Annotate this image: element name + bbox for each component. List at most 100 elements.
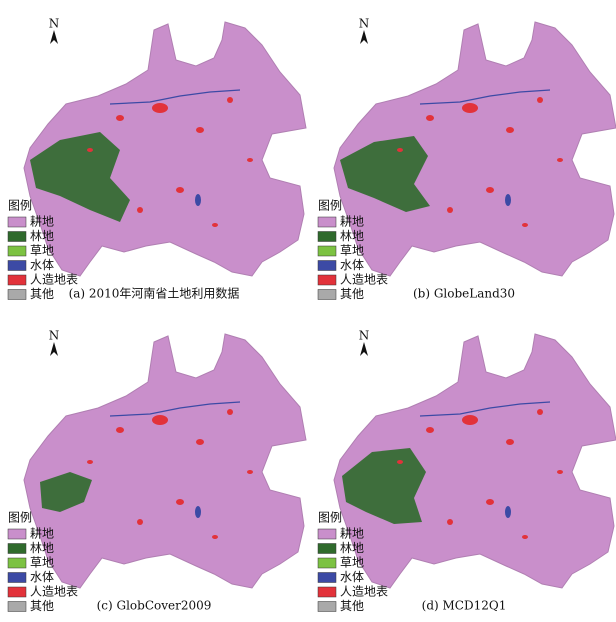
urban-area xyxy=(176,187,184,193)
north-label: N xyxy=(49,17,60,31)
legend-swatch xyxy=(317,586,337,598)
legend-swatch xyxy=(317,216,337,228)
urban-area xyxy=(116,115,124,121)
legend-swatch xyxy=(7,274,27,286)
legend-swatch xyxy=(7,260,27,271)
urban-area xyxy=(247,158,253,162)
legend-swatch xyxy=(317,231,337,242)
reservoir xyxy=(195,194,201,206)
river xyxy=(419,401,551,417)
legend-label: 耕地 xyxy=(340,214,364,229)
forest-region xyxy=(342,448,426,524)
legend-title: 图例 xyxy=(8,511,32,525)
province-outline xyxy=(333,333,616,589)
urban-area xyxy=(426,427,434,433)
urban-area xyxy=(486,499,494,505)
urban-area xyxy=(462,103,478,113)
legend-swatch xyxy=(7,557,27,569)
legend-label: 水体 xyxy=(30,570,54,584)
legend-label: 耕地 xyxy=(340,526,364,541)
urban-area xyxy=(522,535,528,539)
urban-area xyxy=(397,148,403,152)
reservoir xyxy=(505,506,511,518)
urban-area xyxy=(87,148,93,152)
urban-area xyxy=(152,415,168,425)
forest-region xyxy=(340,136,430,212)
panel-caption: (b) GlobeLand30 xyxy=(413,287,515,301)
legend-label: 林地 xyxy=(30,229,54,243)
north-arrow xyxy=(360,30,368,44)
legend-label: 草地 xyxy=(340,244,364,258)
legend-label: 其他 xyxy=(30,599,54,613)
river xyxy=(109,89,241,105)
urban-area xyxy=(506,439,514,445)
province-outline xyxy=(23,21,307,277)
urban-area xyxy=(397,460,403,464)
north-arrow xyxy=(50,30,58,44)
urban-area xyxy=(247,470,253,474)
legend-swatch xyxy=(7,543,27,554)
panel-caption: (d) MCD12Q1 xyxy=(422,599,507,613)
urban-area xyxy=(462,415,478,425)
legend-label: 水体 xyxy=(340,258,364,272)
legend-swatch xyxy=(317,601,337,612)
north-label: N xyxy=(49,329,60,343)
legend-swatch xyxy=(317,572,337,583)
legend-swatch xyxy=(7,245,27,257)
legend-title: 图例 xyxy=(318,511,342,525)
legend-label: 林地 xyxy=(30,541,54,555)
urban-area xyxy=(426,115,434,121)
province-outline xyxy=(23,333,307,589)
legend-swatch xyxy=(317,274,337,286)
legend-swatch xyxy=(317,528,337,540)
urban-area xyxy=(486,187,494,193)
north-label: N xyxy=(359,17,370,31)
legend-swatch xyxy=(7,528,27,540)
legend-title: 图例 xyxy=(318,199,342,213)
legend-label: 人造地表 xyxy=(340,585,388,599)
legend-label: 人造地表 xyxy=(30,273,78,287)
province-outline xyxy=(333,21,616,277)
legend-label: 林地 xyxy=(340,541,364,555)
urban-area xyxy=(116,427,124,433)
legend-label: 其他 xyxy=(340,287,364,301)
reservoir xyxy=(195,506,201,518)
legend-swatch xyxy=(317,289,337,300)
urban-area xyxy=(87,460,93,464)
panel-caption: (c) GlobCover2009 xyxy=(97,599,212,613)
legend-swatch xyxy=(317,557,337,569)
urban-area xyxy=(537,97,543,103)
legend-swatch xyxy=(7,216,27,228)
legend-label: 水体 xyxy=(340,570,364,584)
urban-area xyxy=(522,223,528,227)
urban-area xyxy=(447,519,453,525)
river xyxy=(419,89,551,105)
urban-area xyxy=(227,97,233,103)
legend-label: 草地 xyxy=(30,556,54,570)
urban-area xyxy=(557,470,563,474)
urban-area xyxy=(537,409,543,415)
river xyxy=(109,401,241,417)
north-arrow xyxy=(360,342,368,356)
legend-label: 林地 xyxy=(340,229,364,243)
urban-area xyxy=(212,223,218,227)
urban-area xyxy=(196,439,204,445)
urban-area xyxy=(506,127,514,133)
legend-label: 其他 xyxy=(340,599,364,613)
urban-area xyxy=(227,409,233,415)
legend-label: 其他 xyxy=(30,287,54,301)
urban-area xyxy=(557,158,563,162)
north-arrow xyxy=(50,342,58,356)
north-label: N xyxy=(359,329,370,343)
urban-area xyxy=(137,519,143,525)
legend-label: 耕地 xyxy=(30,526,54,541)
panel-caption: (a) 2010年河南省土地利用数据 xyxy=(69,286,240,301)
legend-label: 草地 xyxy=(340,556,364,570)
legend-swatch xyxy=(317,245,337,257)
legend-label: 人造地表 xyxy=(30,585,78,599)
